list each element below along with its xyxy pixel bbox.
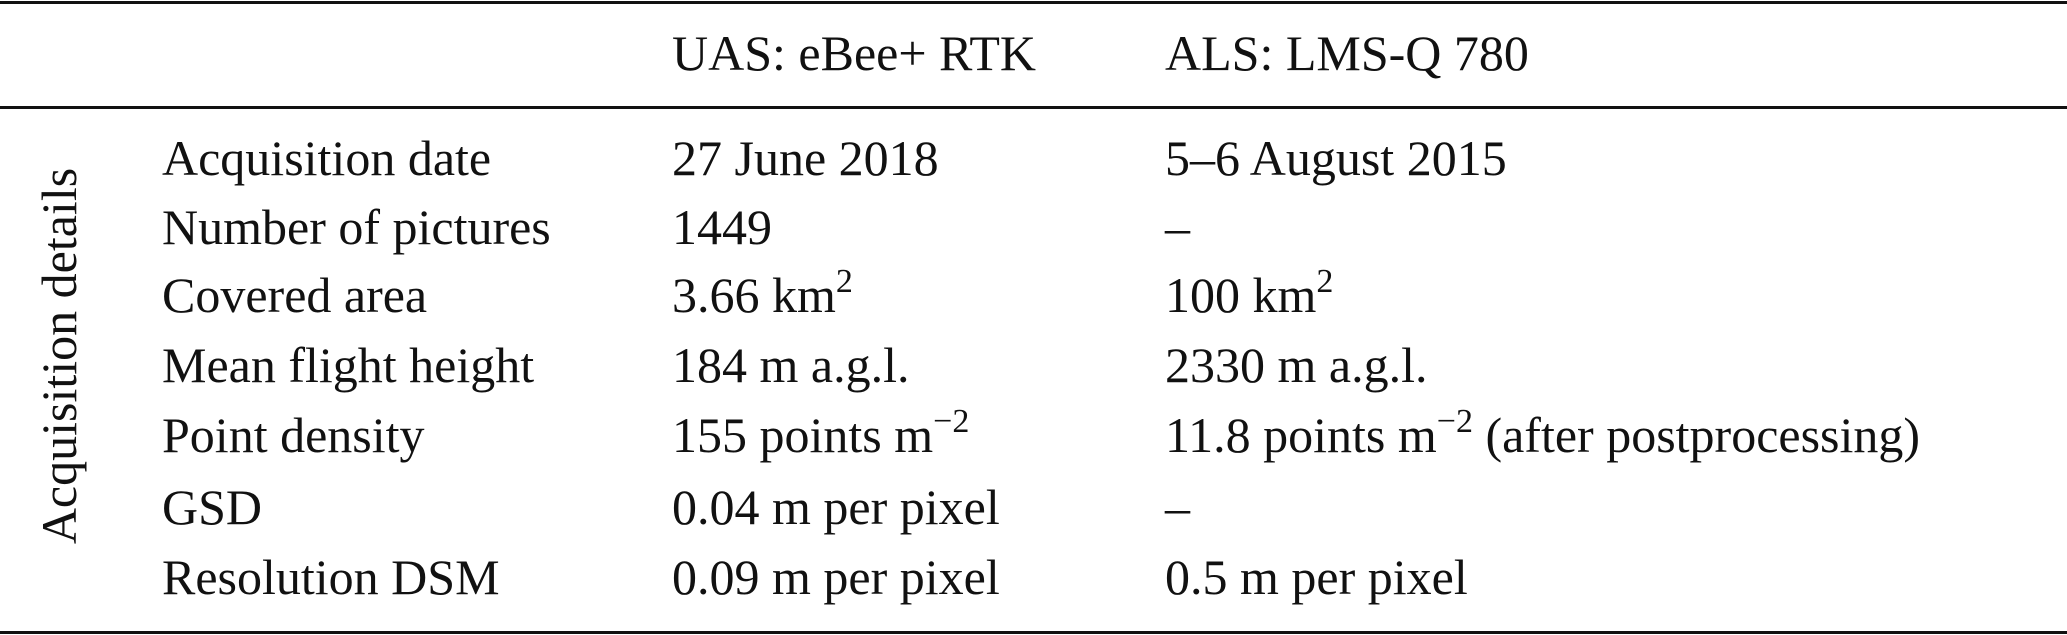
column-header: ALS: LMS-Q 780 <box>1165 25 1529 81</box>
row-group-label: Acquisition details <box>31 167 87 545</box>
row-label: Mean flight height <box>162 337 535 393</box>
cell-note: (after postprocessing) <box>1472 407 1921 463</box>
bottom-rule <box>0 631 2067 634</box>
table-cell: 100 km2 <box>1165 265 1333 323</box>
table-cell: 0.04 m per pixel <box>672 479 1000 535</box>
table-cell: 0.5 m per pixel <box>1165 549 1468 605</box>
row-label: Resolution DSM <box>162 549 500 605</box>
cell-text: 155 points m <box>672 407 934 463</box>
cell-text: 3.66 km <box>672 267 836 323</box>
table-cell: 27 June 2018 <box>672 130 939 186</box>
row-label: Number of pictures <box>162 199 551 255</box>
cell-text: 100 km <box>1165 267 1317 323</box>
row-label: GSD <box>162 479 263 535</box>
row-label: Covered area <box>162 267 428 323</box>
row-label: Acquisition date <box>162 130 492 186</box>
table-cell: 0.09 m per pixel <box>672 549 1000 605</box>
table-cell: 2330 m a.g.l. <box>1165 337 1428 393</box>
table-cell: 11.8 points m−2 (after postprocessing) <box>1165 405 1921 463</box>
table-cell: – <box>1165 479 1190 535</box>
cell-superscript: −2 <box>933 403 970 440</box>
table-cell: – <box>1165 199 1190 255</box>
header-rule <box>0 106 2067 109</box>
table-cell: 3.66 km2 <box>672 265 853 323</box>
column-header: UAS: eBee+ RTK <box>672 25 1037 81</box>
cell-superscript: 2 <box>835 263 853 300</box>
table-cell: 5–6 August 2015 <box>1165 130 1507 186</box>
cell-text: 11.8 points m <box>1165 407 1437 463</box>
table-cell: 155 points m−2 <box>672 405 969 463</box>
table-cell: 1449 <box>672 199 772 255</box>
cell-superscript: −2 <box>1436 403 1473 440</box>
cell-superscript: 2 <box>1316 263 1334 300</box>
table-cell: 184 m a.g.l. <box>672 337 910 393</box>
top-rule <box>0 1 2067 4</box>
row-label: Point density <box>162 407 425 463</box>
